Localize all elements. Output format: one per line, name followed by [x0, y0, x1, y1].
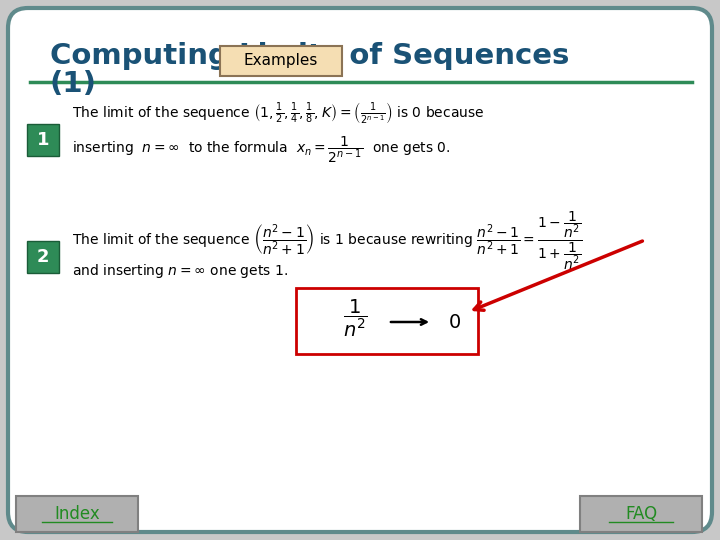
FancyBboxPatch shape	[27, 124, 59, 156]
Text: $0$: $0$	[448, 313, 461, 332]
Text: The limit of the sequence $\left(1,\frac{1}{2},\frac{1}{4},\frac{1}{8},K\right)=: The limit of the sequence $\left(1,\frac…	[72, 100, 485, 126]
Text: 1: 1	[37, 131, 49, 149]
Text: The limit of the sequence $\left(\dfrac{n^2-1}{n^2+1}\right)$ is 1 because rewri: The limit of the sequence $\left(\dfrac{…	[72, 210, 583, 272]
Text: (1): (1)	[50, 70, 97, 98]
Text: Index: Index	[54, 505, 100, 523]
Text: and inserting $n=\infty$ one gets 1.: and inserting $n=\infty$ one gets 1.	[72, 262, 288, 280]
FancyBboxPatch shape	[16, 496, 138, 532]
FancyBboxPatch shape	[296, 288, 478, 354]
FancyBboxPatch shape	[220, 46, 342, 76]
FancyBboxPatch shape	[580, 496, 702, 532]
Text: $\dfrac{1}{n^2}$: $\dfrac{1}{n^2}$	[343, 297, 367, 339]
Text: 2: 2	[37, 248, 49, 266]
Text: Examples: Examples	[244, 53, 318, 69]
Text: Computing Limits of Sequences: Computing Limits of Sequences	[50, 42, 570, 70]
FancyBboxPatch shape	[27, 241, 59, 273]
FancyBboxPatch shape	[8, 8, 712, 532]
Text: FAQ: FAQ	[625, 505, 657, 523]
Text: inserting  $n=\infty$  to the formula  $x_n=\dfrac{1}{2^{n-1}}$  one gets 0.: inserting $n=\infty$ to the formula $x_n…	[72, 134, 451, 165]
